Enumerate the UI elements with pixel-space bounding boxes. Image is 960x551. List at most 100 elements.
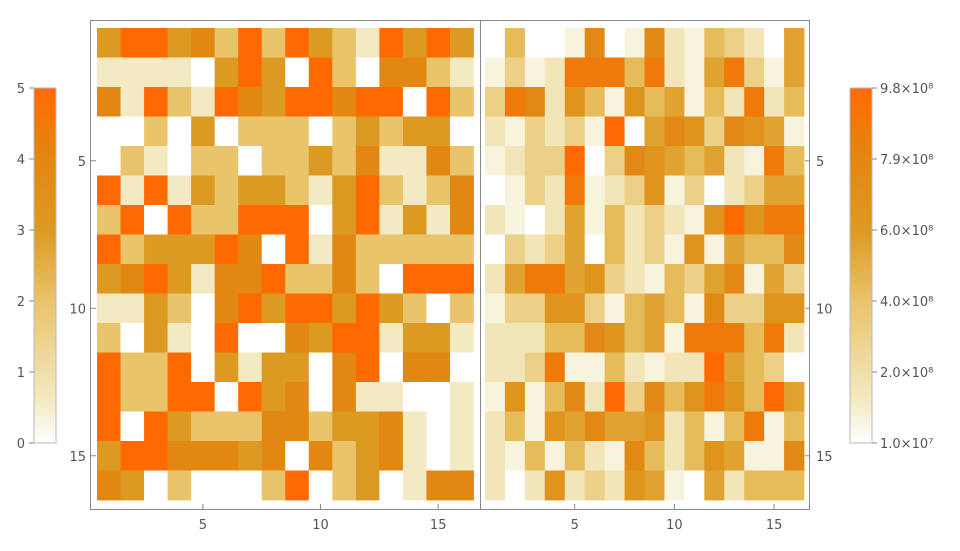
left-cell — [120, 116, 145, 147]
left-cell — [332, 293, 357, 324]
y-tick-label: 5 — [78, 155, 86, 170]
left-cell — [285, 205, 310, 235]
right-color-legend-bar — [849, 87, 873, 444]
left-cell — [144, 293, 168, 324]
legend-labels: 0 1 2 3 4 5 1.0×10⁷ 2.0×10⁸ 4.0×10⁸ 6.0×10⁸ 7.9×10… — [17, 82, 934, 452]
right-cell — [604, 57, 625, 88]
right-cell — [485, 470, 506, 501]
left-cell — [97, 175, 121, 206]
left-cell — [97, 146, 121, 176]
right-cell — [744, 234, 765, 265]
legend-tick-label: 1 — [17, 366, 25, 381]
left-cell — [261, 116, 286, 147]
left-cell — [402, 205, 427, 235]
right-cell — [684, 175, 705, 206]
left-cell — [214, 234, 239, 265]
left-cell — [261, 175, 286, 206]
right-cell — [724, 234, 745, 265]
right-cell — [584, 234, 606, 265]
left-cell — [144, 57, 168, 88]
right-cell — [504, 234, 526, 265]
right-cell — [784, 116, 805, 147]
left-cell — [426, 234, 451, 265]
right-cell — [744, 57, 765, 88]
left-cell — [449, 28, 474, 58]
right-cell — [784, 411, 805, 442]
right-cell — [744, 175, 765, 206]
left-cell — [214, 205, 239, 235]
left-cell — [402, 87, 427, 117]
right-cell — [624, 441, 645, 471]
left-cell — [449, 264, 474, 294]
right-cell — [764, 264, 785, 294]
left-cell — [402, 411, 427, 442]
left-cell — [97, 293, 121, 324]
left-cell — [426, 28, 451, 58]
left-cell — [144, 470, 168, 501]
left-cell — [214, 323, 239, 353]
right-cell — [564, 470, 586, 501]
right-cell — [764, 293, 785, 324]
left-cell — [332, 146, 357, 176]
left-cell — [308, 205, 333, 235]
right-cell — [504, 57, 526, 88]
left-cell — [285, 293, 310, 324]
left-cell — [355, 382, 380, 412]
right-cell — [584, 205, 606, 235]
right-cell — [664, 175, 685, 206]
left-cell — [214, 382, 239, 412]
left-cell — [285, 234, 310, 265]
left-cell — [120, 146, 145, 176]
left-cell — [144, 116, 168, 147]
left-cell — [332, 205, 357, 235]
left-cell — [238, 175, 263, 206]
left-cell — [426, 116, 451, 147]
left-cell — [214, 411, 239, 442]
right-cell — [664, 28, 685, 58]
left-cell — [426, 293, 451, 324]
legend-tick-label: 3 — [17, 224, 25, 239]
right-cell — [764, 411, 785, 442]
left-cell — [379, 352, 404, 383]
right-cell — [784, 293, 805, 324]
right-cell — [704, 205, 725, 235]
left-cell — [402, 323, 427, 353]
left-cell — [97, 234, 121, 265]
right-cell — [544, 411, 566, 442]
right-cell — [704, 87, 725, 117]
right-cell — [724, 87, 745, 117]
right-cell — [744, 293, 765, 324]
right-cell — [524, 470, 546, 501]
left-cell — [355, 57, 380, 88]
left-cell — [402, 352, 427, 383]
left-cell — [120, 382, 145, 412]
right-cell — [764, 441, 785, 471]
left-cell — [449, 116, 474, 147]
left-cell — [332, 470, 357, 501]
right-cell — [604, 175, 625, 206]
right-cell — [584, 352, 606, 383]
left-cell — [449, 205, 474, 235]
left-cell — [449, 411, 474, 442]
right-cell — [664, 382, 685, 412]
legend-tick-label: 0 — [17, 437, 25, 452]
right-cell — [784, 352, 805, 383]
left-cell — [261, 411, 286, 442]
left-cell — [285, 116, 310, 147]
right-cell — [704, 441, 725, 471]
left-cell — [120, 57, 145, 88]
left-cell — [144, 175, 168, 206]
left-cell — [191, 441, 216, 471]
right-cell — [784, 234, 805, 265]
right-cell — [704, 382, 725, 412]
right-cell — [644, 293, 665, 324]
right-cell — [784, 470, 805, 501]
left-cell — [238, 116, 263, 147]
right-cell — [724, 382, 745, 412]
left-cell — [402, 441, 427, 471]
left-cell — [355, 234, 380, 265]
left-cell — [308, 146, 333, 176]
left-cell — [97, 382, 121, 412]
left-cell — [449, 441, 474, 471]
right-cell — [564, 146, 586, 176]
